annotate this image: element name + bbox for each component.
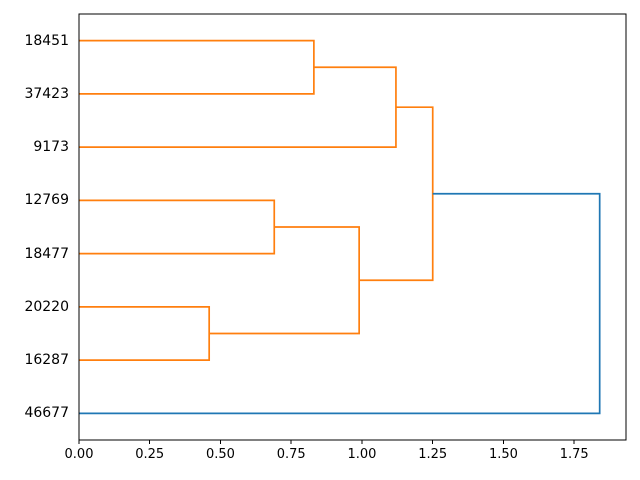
x-tick-label: 0.00 [64,447,94,462]
x-tick-label: 1.25 [418,447,448,462]
x-tick-label: 1.00 [347,447,377,462]
dendrogram-link [79,192,601,415]
dendrogram-link [79,66,397,148]
x-tick-label: 1.75 [559,447,589,462]
dendrogram-link [79,306,211,361]
leaf-label: 12769 [24,192,69,209]
leaf-label: 18477 [24,245,69,262]
x-tick-label: 1.50 [488,447,518,462]
leaf-label: 46677 [24,405,69,422]
plot-border [78,13,627,441]
dendrogram-link [79,39,315,95]
leaf-label: 20220 [24,298,69,315]
leaf-label: 9173 [33,139,69,156]
x-tick-label: 0.50 [206,447,235,462]
x-tick-label: 0.25 [135,447,165,462]
leaf-label: 37423 [24,85,69,102]
x-tick-label: 0.75 [276,447,306,462]
leaf-label: 16287 [24,352,69,369]
dendrogram-link [209,226,360,335]
leaf-label: 18451 [24,32,69,49]
dendrogram-link [79,199,276,255]
